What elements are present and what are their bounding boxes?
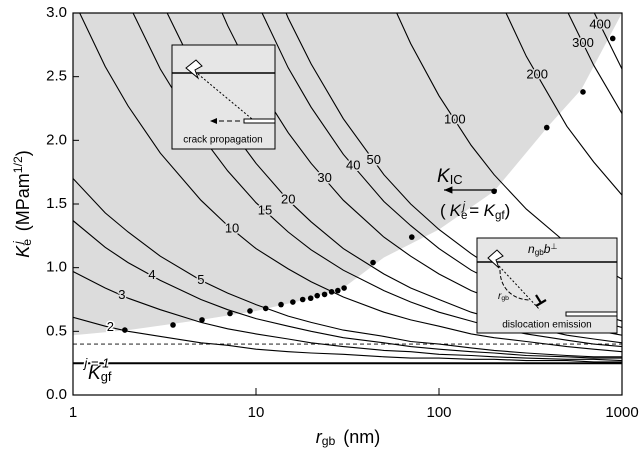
y-tick-label: 1.0 <box>46 259 67 276</box>
kic-point <box>370 260 376 266</box>
inset-frame <box>172 45 275 149</box>
y-tick-label: 0.5 <box>46 322 67 339</box>
curve-label: 400 <box>589 16 611 31</box>
y-tick-label: 2.0 <box>46 131 67 148</box>
kic-point <box>247 308 253 314</box>
burgers-label-part: ⊥ <box>550 242 557 251</box>
curve-label: 3 <box>118 287 125 302</box>
curve-label: 10 <box>225 221 239 236</box>
kic-point <box>199 317 205 323</box>
x-axis-label-part: (nm) <box>343 427 380 447</box>
kic-point <box>308 295 314 301</box>
inset-notch <box>244 119 275 123</box>
kic-point <box>278 302 284 308</box>
curve-label: 15 <box>258 202 272 217</box>
y-tick-label: 1.5 <box>46 195 67 212</box>
y-tick-label: 3.0 <box>46 4 67 21</box>
y-tick-label: 0.0 <box>46 386 67 403</box>
radius-label-part: gb <box>501 295 509 302</box>
y-axis-label-part: (MPam <box>13 173 33 231</box>
curve-label: 50 <box>367 152 381 167</box>
kgf-label-part: gf <box>101 369 112 384</box>
kic-point <box>290 299 296 305</box>
inset-crack: crack propagation <box>172 45 275 149</box>
kic-condition-part: ( <box>440 201 446 220</box>
kic-label-part: IC <box>450 172 463 187</box>
y-axis-label-part: ) <box>13 150 33 156</box>
chart: crack propagation dislocation emission 0… <box>0 0 643 455</box>
x-tick-label: 100 <box>426 404 451 421</box>
x-tick-label: 1 <box>69 404 77 421</box>
curve-label: 40 <box>346 157 360 172</box>
kic-condition-part: = K <box>469 201 496 220</box>
page: {"chart_data": { "type": "line", "log_x"… <box>0 0 643 455</box>
kic-point <box>491 188 497 194</box>
kic-point <box>314 293 320 299</box>
inset-notch <box>566 312 617 316</box>
kic-point <box>322 292 328 298</box>
curve-label: 5 <box>197 272 204 287</box>
y-tick-label: 2.5 <box>46 68 67 85</box>
inset-caption: crack propagation <box>183 135 263 146</box>
kic-point <box>300 297 306 303</box>
kic-point <box>580 89 586 95</box>
kic-point <box>329 289 335 295</box>
curve-label: 200 <box>526 66 548 81</box>
inset-caption: dislocation emission <box>502 320 592 331</box>
kic-point <box>610 36 616 42</box>
curve-label: 30 <box>317 170 331 185</box>
kic-condition-part: ) <box>505 201 511 220</box>
curve-label: 4 <box>148 267 155 282</box>
curve-label: 100 <box>444 112 466 127</box>
kic-point <box>170 322 176 328</box>
kic-point <box>263 306 269 312</box>
kic-point <box>341 285 347 291</box>
y-axis-label-part: 1/2 <box>11 156 25 173</box>
kic-point <box>335 288 341 294</box>
x-tick-label: 10 <box>248 404 265 421</box>
curve-label: 300 <box>572 35 594 50</box>
x-axis-label-part: gb <box>322 434 336 448</box>
curve-label: 20 <box>281 192 295 207</box>
curve-label: 2 <box>107 319 114 334</box>
kic-point <box>409 234 415 240</box>
kic-point <box>544 125 550 131</box>
kic-point <box>122 327 128 333</box>
kic-point <box>227 311 233 317</box>
x-tick-label: 1000 <box>605 404 638 421</box>
kic-condition-part: K <box>450 201 462 220</box>
